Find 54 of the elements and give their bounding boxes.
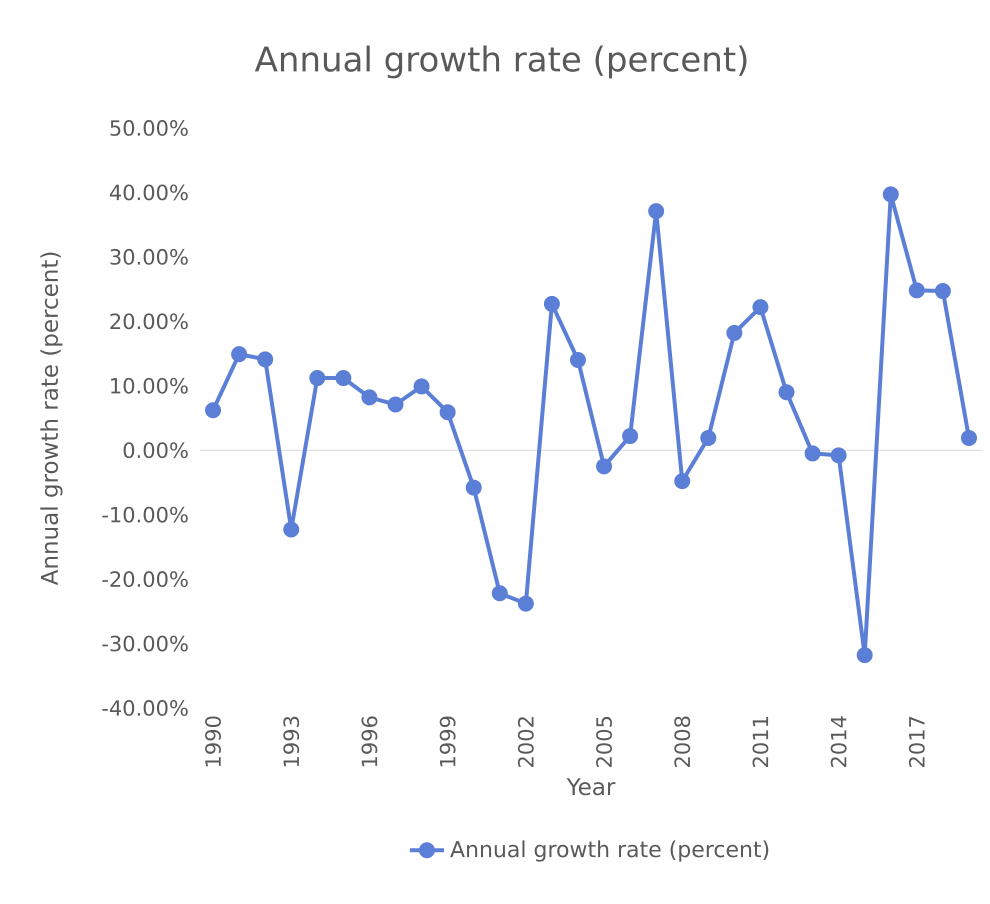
- y-tick-label: 50.00%: [110, 120, 188, 136]
- point: [700, 430, 716, 446]
- point: [283, 521, 300, 538]
- point: [388, 396, 404, 412]
- point: [856, 647, 873, 664]
- y-tick-label: 0.00%: [124, 442, 188, 458]
- point: [570, 352, 586, 368]
- point: [908, 282, 925, 298]
- point: [309, 370, 326, 386]
- chart-title: Annual growth rate (percent): [254, 46, 746, 78]
- y-tick-label: 10.00%: [111, 378, 188, 394]
- point: [960, 430, 977, 446]
- point: [674, 473, 690, 490]
- point: [596, 458, 612, 474]
- x-tick-label: 2011: [752, 717, 768, 767]
- point: [466, 480, 482, 496]
- point: [830, 447, 847, 464]
- x-tick-label: 2005: [596, 716, 612, 767]
- point: [440, 404, 456, 420]
- point: [804, 445, 821, 462]
- point: [882, 186, 899, 202]
- x-tick-label: 2017: [908, 716, 925, 767]
- y-tick-label: -10.00%: [102, 506, 188, 523]
- x-tick-label: 1990: [205, 716, 221, 766]
- point: [231, 346, 248, 362]
- point: [414, 378, 430, 394]
- x-axis-title: Year: [566, 778, 616, 796]
- y-tick-label: -40.00%: [102, 700, 188, 716]
- point: [361, 389, 378, 406]
- y-tick-label: -30.00%: [102, 636, 188, 652]
- point: [257, 351, 274, 368]
- y-tick-label: -20.00%: [102, 571, 188, 588]
- point: [778, 384, 795, 400]
- x-tick-label: 1996: [361, 716, 378, 766]
- x-tick-label: 1993: [283, 716, 300, 766]
- point: [518, 596, 534, 612]
- x-tick-label: 2002: [518, 717, 534, 767]
- point: [205, 402, 222, 418]
- y-axis-title: Annual growth rate (percent): [40, 252, 63, 586]
- x-tick-label: 2014: [830, 716, 847, 767]
- point: [622, 428, 638, 444]
- point: [335, 370, 352, 386]
- legend-label: Annual growth rate (percent): [450, 840, 768, 862]
- point: [752, 299, 768, 316]
- point: [648, 203, 664, 220]
- point: [492, 585, 508, 602]
- x-tick-label: 2008: [674, 716, 690, 767]
- point: [726, 324, 742, 341]
- x-tick-label: 1999: [440, 716, 456, 766]
- y-tick-label: 40.00%: [110, 184, 188, 200]
- point: [544, 296, 560, 312]
- y-tick-label: 20.00%: [110, 313, 188, 330]
- point: [934, 283, 951, 300]
- y-tick-label: 30.00%: [110, 248, 188, 265]
